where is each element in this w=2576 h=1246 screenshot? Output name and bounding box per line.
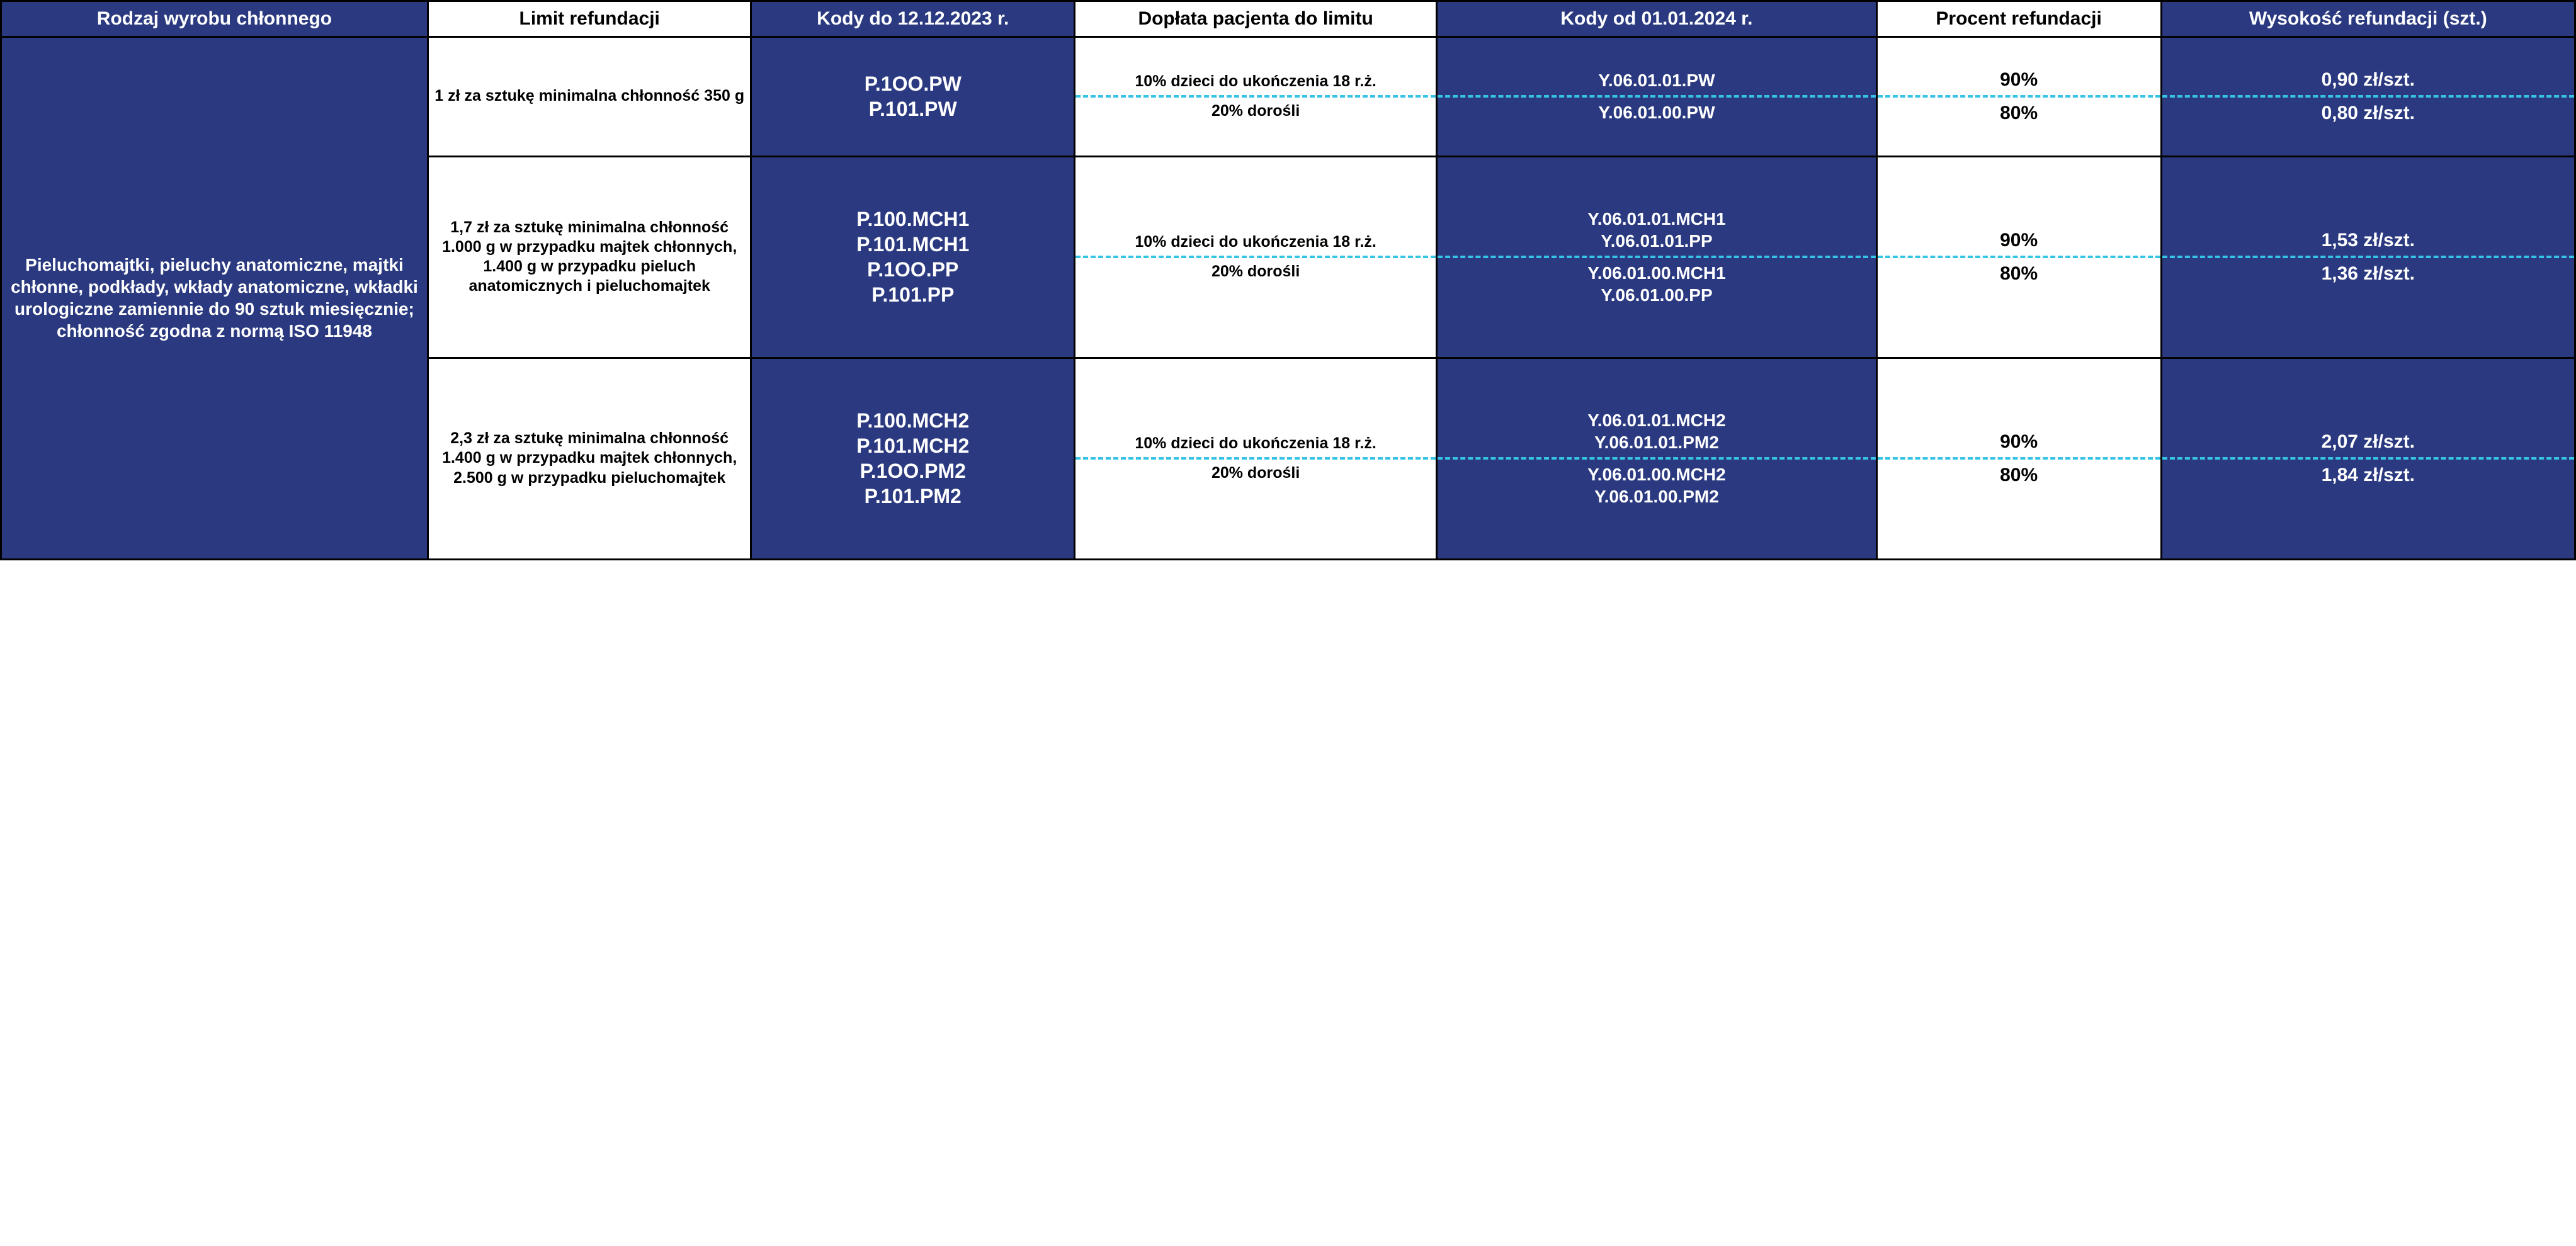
procent-2b: 80% (1878, 256, 2160, 290)
hdr-codes-old: Kody do 12.12.2023 r. (751, 1, 1075, 37)
procent-1a: 90% (1878, 64, 2160, 96)
refund-table: Rodzaj wyrobu chłonnego Limit refundacji… (0, 0, 2576, 560)
codes-new-3b: Y.06.01.00.MCH2Y.06.01.00.PM2 (1438, 457, 1875, 511)
hdr-doplata: Dopłata pacjenta do limitu (1075, 1, 1437, 37)
wys-1b: 0,80 zł/szt. (2162, 95, 2574, 129)
procent-1b: 80% (1878, 95, 2160, 129)
procent-2: 90% 80% (1876, 156, 2161, 358)
doplata-3a: 10% dzieci do ukończenia 18 r.ż. (1075, 430, 1436, 457)
codes-new-3a: Y.06.01.01.MCH2Y.06.01.01.PM2 (1438, 405, 1875, 457)
codes-new-1a: Y.06.01.01.PW (1438, 65, 1875, 95)
limit-3: 2,3 zł za sztukę minimalna chłonność 1.4… (428, 358, 751, 559)
procent-3: 90% 80% (1876, 358, 2161, 559)
codes-new-1b: Y.06.01.00.PW (1438, 95, 1875, 127)
wys-3: 2,07 zł/szt. 1,84 zł/szt. (2161, 358, 2575, 559)
procent-1: 90% 80% (1876, 37, 2161, 156)
doplata-1a: 10% dzieci do ukończenia 18 r.ż. (1075, 68, 1436, 95)
wys-3a: 2,07 zł/szt. (2162, 426, 2574, 458)
hdr-product: Rodzaj wyrobu chłonnego (1, 1, 428, 37)
codes-old-2: P.100.MCH1P.101.MCH1P.1OO.PPP.101.PP (751, 156, 1075, 358)
procent-2a: 90% (1878, 225, 2160, 256)
hdr-procent: Procent refundacji (1876, 1, 2161, 37)
codes-new-2a: Y.06.01.01.MCH1Y.06.01.01.PP (1438, 204, 1875, 256)
doplata-3: 10% dzieci do ukończenia 18 r.ż. 20% dor… (1075, 358, 1437, 559)
doplata-3b: 20% dorośli (1075, 457, 1436, 487)
doplata-1: 10% dzieci do ukończenia 18 r.ż. 20% dor… (1075, 37, 1437, 156)
header-row: Rodzaj wyrobu chłonnego Limit refundacji… (1, 1, 2575, 37)
limit-2: 1,7 zł za sztukę minimalna chłonność 1.0… (428, 156, 751, 358)
codes-new-3: Y.06.01.01.MCH2Y.06.01.01.PM2 Y.06.01.00… (1437, 358, 1876, 559)
wys-1a: 0,90 zł/szt. (2162, 64, 2574, 96)
hdr-limit: Limit refundacji (428, 1, 751, 37)
procent-3b: 80% (1878, 457, 2160, 491)
wys-1: 0,90 zł/szt. 0,80 zł/szt. (2161, 37, 2575, 156)
codes-new-1: Y.06.01.01.PW Y.06.01.00.PW (1437, 37, 1876, 156)
doplata-1b: 20% dorośli (1075, 95, 1436, 125)
doplata-2b: 20% dorośli (1075, 256, 1436, 285)
wys-2b: 1,36 zł/szt. (2162, 256, 2574, 290)
hdr-wys: Wysokość refundacji (szt.) (2161, 1, 2575, 37)
procent-3a: 90% (1878, 426, 2160, 458)
codes-new-2b: Y.06.01.00.MCH1Y.06.01.00.PP (1438, 256, 1875, 310)
wys-2a: 1,53 zł/szt. (2162, 225, 2574, 256)
codes-new-2: Y.06.01.01.MCH1Y.06.01.01.PP Y.06.01.00.… (1437, 156, 1876, 358)
limit-1: 1 zł za sztukę minimalna chłonność 350 g (428, 37, 751, 156)
wys-3b: 1,84 zł/szt. (2162, 457, 2574, 491)
wys-2: 1,53 zł/szt. 1,36 zł/szt. (2161, 156, 2575, 358)
row-1: Pieluchomajtki, pieluchy anatomiczne, ma… (1, 37, 2575, 156)
product-desc: Pieluchomajtki, pieluchy anatomiczne, ma… (1, 37, 428, 559)
doplata-2: 10% dzieci do ukończenia 18 r.ż. 20% dor… (1075, 156, 1437, 358)
doplata-2a: 10% dzieci do ukończenia 18 r.ż. (1075, 229, 1436, 256)
hdr-codes-new: Kody od 01.01.2024 r. (1437, 1, 1876, 37)
codes-old-3: P.100.MCH2P.101.MCH2P.1OO.PM2P.101.PM2 (751, 358, 1075, 559)
codes-old-1: P.1OO.PWP.101.PW (751, 37, 1075, 156)
